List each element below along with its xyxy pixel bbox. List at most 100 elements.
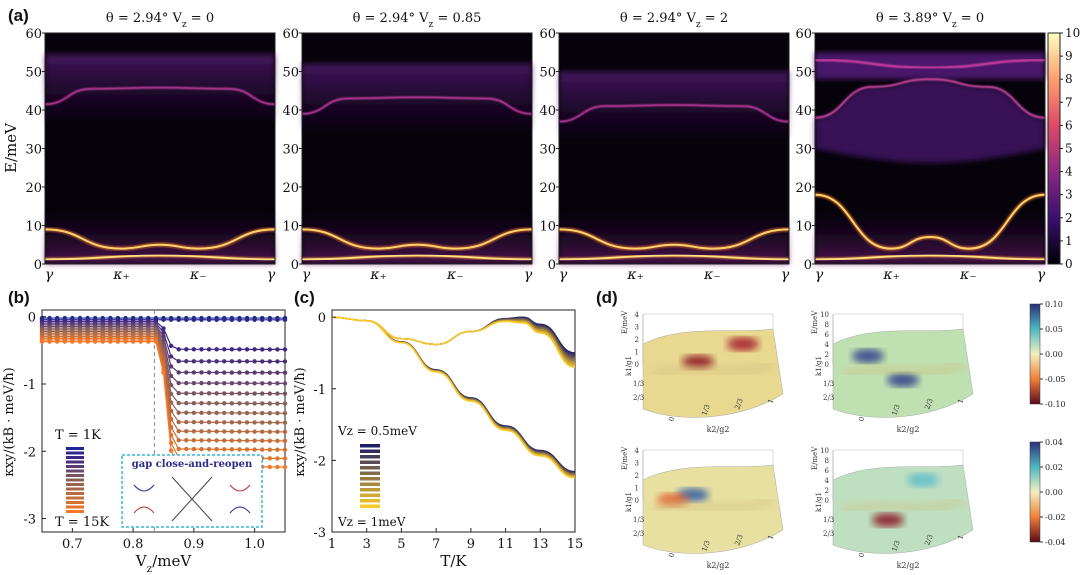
x-tick-label: 2/3 (733, 533, 744, 546)
y-tick-label: 1/3 (633, 380, 644, 388)
subplot-frame (44, 32, 276, 265)
data-point (168, 448, 174, 453)
data-point (161, 370, 166, 375)
data-point (222, 438, 227, 443)
data-point (267, 410, 273, 416)
data-point (229, 410, 235, 416)
subplot-frame (558, 32, 790, 265)
data-point (275, 410, 280, 416)
legend-swatch (66, 505, 84, 509)
data-point (206, 359, 212, 364)
y-tick-label: 10 (25, 220, 42, 235)
data-point (229, 438, 235, 443)
surface-plot-1: 0 1 2 3 4 E/meV 0 1/3 2/3 1 k2/g2 1/3 2/3 k1/g1 (621, 310, 784, 434)
inset-cone-line (171, 476, 213, 522)
data-point (199, 391, 204, 396)
y-tick-label: 50 (282, 66, 299, 81)
data-point (267, 381, 273, 386)
z-tick-label: 1 (635, 485, 639, 493)
data-point (214, 401, 219, 406)
colorbar-tick-label: -0.10 (1045, 400, 1066, 409)
data-point (191, 400, 197, 406)
data-point (252, 347, 257, 352)
data-point (39, 339, 45, 344)
data-point (222, 317, 227, 322)
data-point (92, 339, 98, 344)
z-axis-label: E/meV (621, 310, 629, 334)
data-point (47, 339, 52, 344)
data-point (275, 464, 280, 470)
data-point (229, 420, 235, 425)
x-tick-label: γ (815, 267, 824, 283)
data-point (184, 400, 189, 406)
data-point (191, 419, 197, 425)
data-point (115, 339, 121, 344)
x-tick-label: γ (267, 267, 276, 283)
data-point (260, 420, 265, 425)
data-point (229, 391, 235, 396)
flat-band-line (44, 254, 276, 261)
colorbar-tick-label: 0.00 (1045, 350, 1063, 359)
heatmap-subplot-4 (814, 33, 1046, 264)
x-tick-label: 5 (397, 537, 405, 552)
data-point (206, 410, 212, 416)
data-point (206, 429, 212, 434)
x-tick-label: 1/3 (700, 539, 711, 552)
y-tick-label: 60 (282, 27, 299, 42)
data-point (191, 446, 197, 452)
upper-band-line (558, 103, 790, 123)
z-tick-label: 0 (825, 361, 829, 369)
data-point (267, 317, 273, 323)
y-axis-label: k1/g1 (815, 492, 823, 512)
data-point (252, 410, 257, 416)
data-point (222, 391, 227, 396)
data-point (168, 364, 174, 369)
data-point (199, 438, 204, 443)
data-point (237, 420, 242, 425)
data-point (282, 391, 288, 396)
y-tick-label: 2/3 (823, 394, 834, 402)
y-tick-label: 60 (25, 27, 42, 42)
data-point (161, 317, 166, 322)
data-point (275, 447, 280, 452)
y-tick-label: 10 (282, 220, 299, 235)
z-tick-label: 4 (635, 447, 640, 455)
data-point (191, 429, 197, 434)
colorbar-tick-label: 0.05 (1045, 325, 1063, 334)
data-point (206, 391, 212, 396)
data-point (184, 347, 189, 352)
data-point (62, 339, 67, 344)
data-point (267, 359, 273, 364)
data-point (161, 326, 166, 331)
x-tick-label: 2/3 (923, 397, 934, 410)
y-tick-label: -2 (23, 445, 36, 460)
z-tick-label: 0 (635, 361, 639, 369)
y-tick-label: 1/3 (633, 516, 644, 524)
x-tick-label: 7 (432, 537, 440, 552)
surface-plot-3: 0 1 2 3 4 E/meV 0 1/3 2/3 1 k2/g2 1/3 2/3 k1/g1 (621, 446, 784, 570)
x-tick-label: 0 (667, 416, 676, 423)
data-point (161, 330, 166, 335)
y-tick-label: 1/3 (823, 380, 834, 388)
y-tick-label: 20 (539, 181, 556, 196)
x-tick-label: 1 (956, 398, 965, 405)
y-axis-label: k1/g1 (625, 356, 633, 376)
data-point (184, 437, 189, 443)
data-point (282, 464, 288, 470)
data-point (229, 317, 235, 322)
data-point (237, 429, 242, 434)
data-point (222, 429, 227, 434)
data-point (282, 429, 288, 435)
x-tick-label: 2/3 (733, 397, 744, 410)
data-point (282, 370, 288, 375)
data-point (282, 456, 288, 461)
data-point (244, 447, 250, 452)
data-point (244, 391, 250, 396)
x-tick-label: 2/3 (923, 533, 934, 546)
data-point (199, 370, 204, 375)
data-point (252, 429, 257, 434)
surface-ridge (652, 360, 775, 378)
legend-swatch (66, 478, 84, 482)
x-tick-label: 1/3 (700, 403, 711, 416)
x-tick-label: 0 (857, 416, 866, 423)
